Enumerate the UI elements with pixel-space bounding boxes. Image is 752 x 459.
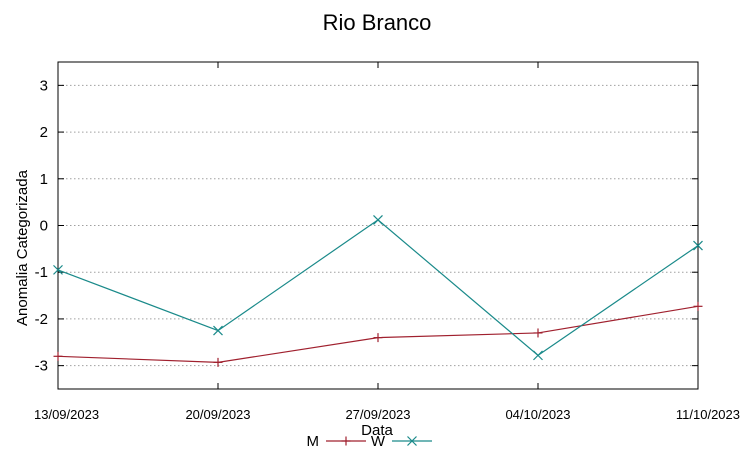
series-w-point-1 bbox=[213, 325, 223, 336]
y-tick-label-0: 3 bbox=[40, 77, 48, 94]
x-tick-label-3: 04/10/2023 bbox=[505, 407, 570, 422]
x-tick-label-2: 27/09/2023 bbox=[345, 407, 410, 422]
series-m-point-3 bbox=[533, 328, 543, 338]
x-tick-label-0: 13/09/2023 bbox=[34, 407, 99, 422]
y-axis-ticks: 3 2 1 0 -1 -2 -3 bbox=[35, 77, 698, 375]
y-tick-label-1: 2 bbox=[40, 124, 48, 141]
y-tick-label-2: 1 bbox=[40, 171, 48, 188]
chart-title: Rio Branco bbox=[323, 10, 432, 35]
y-tick-label-3: 0 bbox=[40, 218, 48, 235]
series-m-point-1 bbox=[213, 357, 223, 367]
y-tick-label-5: -2 bbox=[35, 311, 48, 328]
series-group bbox=[53, 214, 703, 367]
legend-marker-w bbox=[407, 436, 417, 446]
x-tick-label-1: 20/09/2023 bbox=[185, 407, 250, 422]
x-axis-ticks: 13/09/2023 20/09/2023 27/09/2023 04/10/2023… bbox=[34, 62, 740, 422]
x-axis-label: Data bbox=[361, 422, 393, 439]
series-m-point-2 bbox=[373, 333, 383, 343]
legend-label-m: M bbox=[307, 433, 320, 450]
y-tick-label-4: -1 bbox=[35, 264, 48, 281]
y-axis-label: Anomalia Categorizada bbox=[14, 169, 31, 326]
series-w-point-4 bbox=[693, 240, 703, 251]
legend-marker-m bbox=[341, 436, 351, 446]
series-w-point-2 bbox=[373, 214, 383, 225]
legend-label-w: W bbox=[371, 433, 386, 450]
y-tick-label-6: -3 bbox=[35, 358, 48, 375]
series-w-point-3 bbox=[533, 350, 543, 361]
grid-lines bbox=[58, 84, 698, 367]
series-m-point-0 bbox=[53, 351, 63, 361]
series-w-point-0 bbox=[53, 264, 63, 275]
series-m-point-4 bbox=[693, 301, 703, 311]
x-tick-label-4: 11/10/2023 bbox=[676, 407, 740, 422]
